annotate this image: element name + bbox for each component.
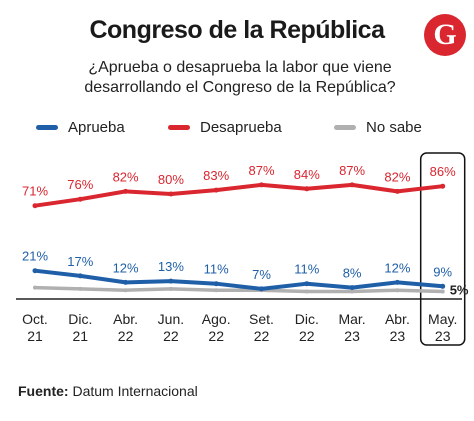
legend-swatch-desaprueba	[168, 125, 190, 130]
legend-label-no-sabe: No sabe	[366, 119, 422, 136]
data-point-desaprueba-6	[304, 186, 310, 192]
data-point-desaprueba-2	[123, 188, 129, 194]
question-line-2: desarrollando el Congreso de la Repúblic…	[84, 79, 396, 96]
x-tick-label-year-6: 22	[299, 328, 315, 344]
data-label-desaprueba-5: 87%	[248, 163, 274, 178]
data-point-aprueba-2	[123, 279, 129, 285]
data-point-desaprueba-3	[168, 191, 174, 197]
legend-item-no-sabe: No sabe	[334, 119, 422, 136]
source-label: Fuente:	[18, 383, 69, 399]
legend-item-aprueba: Aprueba	[36, 119, 125, 136]
x-tick-label-month-2: Abr.	[113, 311, 138, 327]
x-tick-label-month-3: Jun.	[158, 311, 184, 327]
data-label-desaprueba-9: 86%	[430, 164, 456, 179]
data-point-aprueba-0	[32, 268, 38, 274]
data-label-desaprueba-7: 87%	[339, 163, 365, 178]
data-point-no-sabe-6	[304, 289, 309, 294]
x-tick-label-month-9: May.	[428, 311, 457, 327]
data-point-desaprueba-4	[213, 187, 219, 193]
x-tick-label-month-7: Mar.	[338, 311, 365, 327]
legend-swatch-aprueba	[36, 125, 58, 130]
data-label-aprueba-6: 11%	[294, 262, 319, 277]
data-point-aprueba-7	[349, 285, 355, 291]
data-point-no-sabe-8	[395, 288, 400, 293]
x-tick-label-year-7: 23	[344, 328, 360, 344]
x-tick-label-year-2: 22	[118, 328, 134, 344]
data-point-no-sabe-0	[33, 285, 37, 290]
series-line-aprueba	[33, 268, 445, 291]
data-label-aprueba-1: 17%	[67, 254, 93, 269]
legend-swatch-no-sabe	[334, 125, 356, 130]
data-label-desaprueba-4: 83%	[203, 168, 229, 183]
data-label-aprueba-5: 7%	[252, 267, 271, 282]
brand-logo: G	[424, 14, 466, 56]
data-label-no-sabe-9: 5%	[450, 283, 469, 298]
data-point-no-sabe-4	[214, 288, 219, 293]
data-point-desaprueba-9	[440, 183, 446, 189]
data-label-desaprueba-6: 84%	[294, 167, 320, 182]
data-label-aprueba-3: 13%	[158, 259, 184, 274]
data-label-aprueba-4: 11%	[204, 262, 229, 277]
x-tick-label-year-8: 23	[390, 328, 406, 344]
data-point-desaprueba-5	[259, 182, 264, 188]
data-label-aprueba-0: 21%	[22, 249, 48, 264]
x-tick-label-year-9: 23	[435, 328, 451, 344]
data-point-desaprueba-1	[77, 196, 83, 202]
chart-subtitle: ¿Aprueba o desaprueba la labor que viene…	[60, 58, 420, 98]
series-line-no-sabe	[33, 285, 445, 294]
data-point-aprueba-3	[168, 278, 174, 284]
chart-legend: Aprueba Desaprueba No sabe	[0, 119, 474, 141]
data-point-aprueba-8	[394, 279, 400, 285]
data-point-aprueba-5	[259, 286, 264, 292]
data-label-desaprueba-3: 80%	[158, 172, 184, 187]
legend-label-aprueba: Aprueba	[68, 119, 125, 136]
data-label-desaprueba-1: 76%	[67, 177, 93, 192]
data-point-desaprueba-7	[349, 182, 355, 188]
data-label-desaprueba-2: 82%	[113, 169, 139, 184]
data-point-no-sabe-9	[440, 289, 445, 294]
x-tick-label-month-1: Dic.	[68, 311, 92, 327]
source-note: Fuente: Datum Internacional	[18, 383, 198, 399]
data-label-aprueba-7: 8%	[343, 266, 362, 281]
x-tick-label-month-8: Abr.	[385, 311, 410, 327]
x-tick-label-month-6: Dic.	[295, 311, 319, 327]
chart-title: Congreso de la República	[89, 16, 385, 44]
x-tick-label-year-5: 22	[254, 328, 270, 344]
x-tick-label-year-4: 22	[208, 328, 224, 344]
data-label-aprueba-8: 12%	[384, 260, 410, 275]
x-tick-label-month-0: Oct.	[22, 311, 48, 327]
data-point-desaprueba-0	[32, 203, 38, 209]
data-label-aprueba-2: 12%	[113, 260, 139, 275]
data-point-no-sabe-1	[78, 286, 83, 291]
x-tick-label-year-1: 21	[73, 328, 89, 344]
data-point-no-sabe-7	[350, 289, 355, 294]
legend-label-desaprueba: Desaprueba	[200, 119, 282, 136]
data-label-aprueba-9: 9%	[433, 264, 452, 279]
data-point-aprueba-1	[77, 273, 83, 279]
data-label-desaprueba-8: 82%	[384, 169, 410, 184]
series-line-desaprueba	[33, 182, 445, 208]
x-tick-label-month-4: Ago.	[202, 311, 231, 327]
data-point-aprueba-4	[213, 281, 219, 287]
x-tick-label-year-0: 21	[27, 328, 43, 344]
x-tick-label-year-3: 22	[163, 328, 179, 344]
legend-item-desaprueba: Desaprueba	[168, 119, 282, 136]
highlight-box	[419, 152, 466, 346]
question-line-1: ¿Aprueba o desaprueba la labor que viene	[88, 59, 392, 76]
data-point-no-sabe-2	[123, 288, 128, 293]
x-tick-label-month-5: Set.	[249, 311, 274, 327]
source-value: Datum Internacional	[72, 383, 198, 399]
data-point-aprueba-6	[304, 281, 310, 287]
data-point-desaprueba-8	[394, 188, 400, 194]
data-label-desaprueba-0: 71%	[22, 184, 48, 199]
data-point-no-sabe-3	[168, 286, 173, 291]
data-point-aprueba-9	[440, 283, 446, 289]
